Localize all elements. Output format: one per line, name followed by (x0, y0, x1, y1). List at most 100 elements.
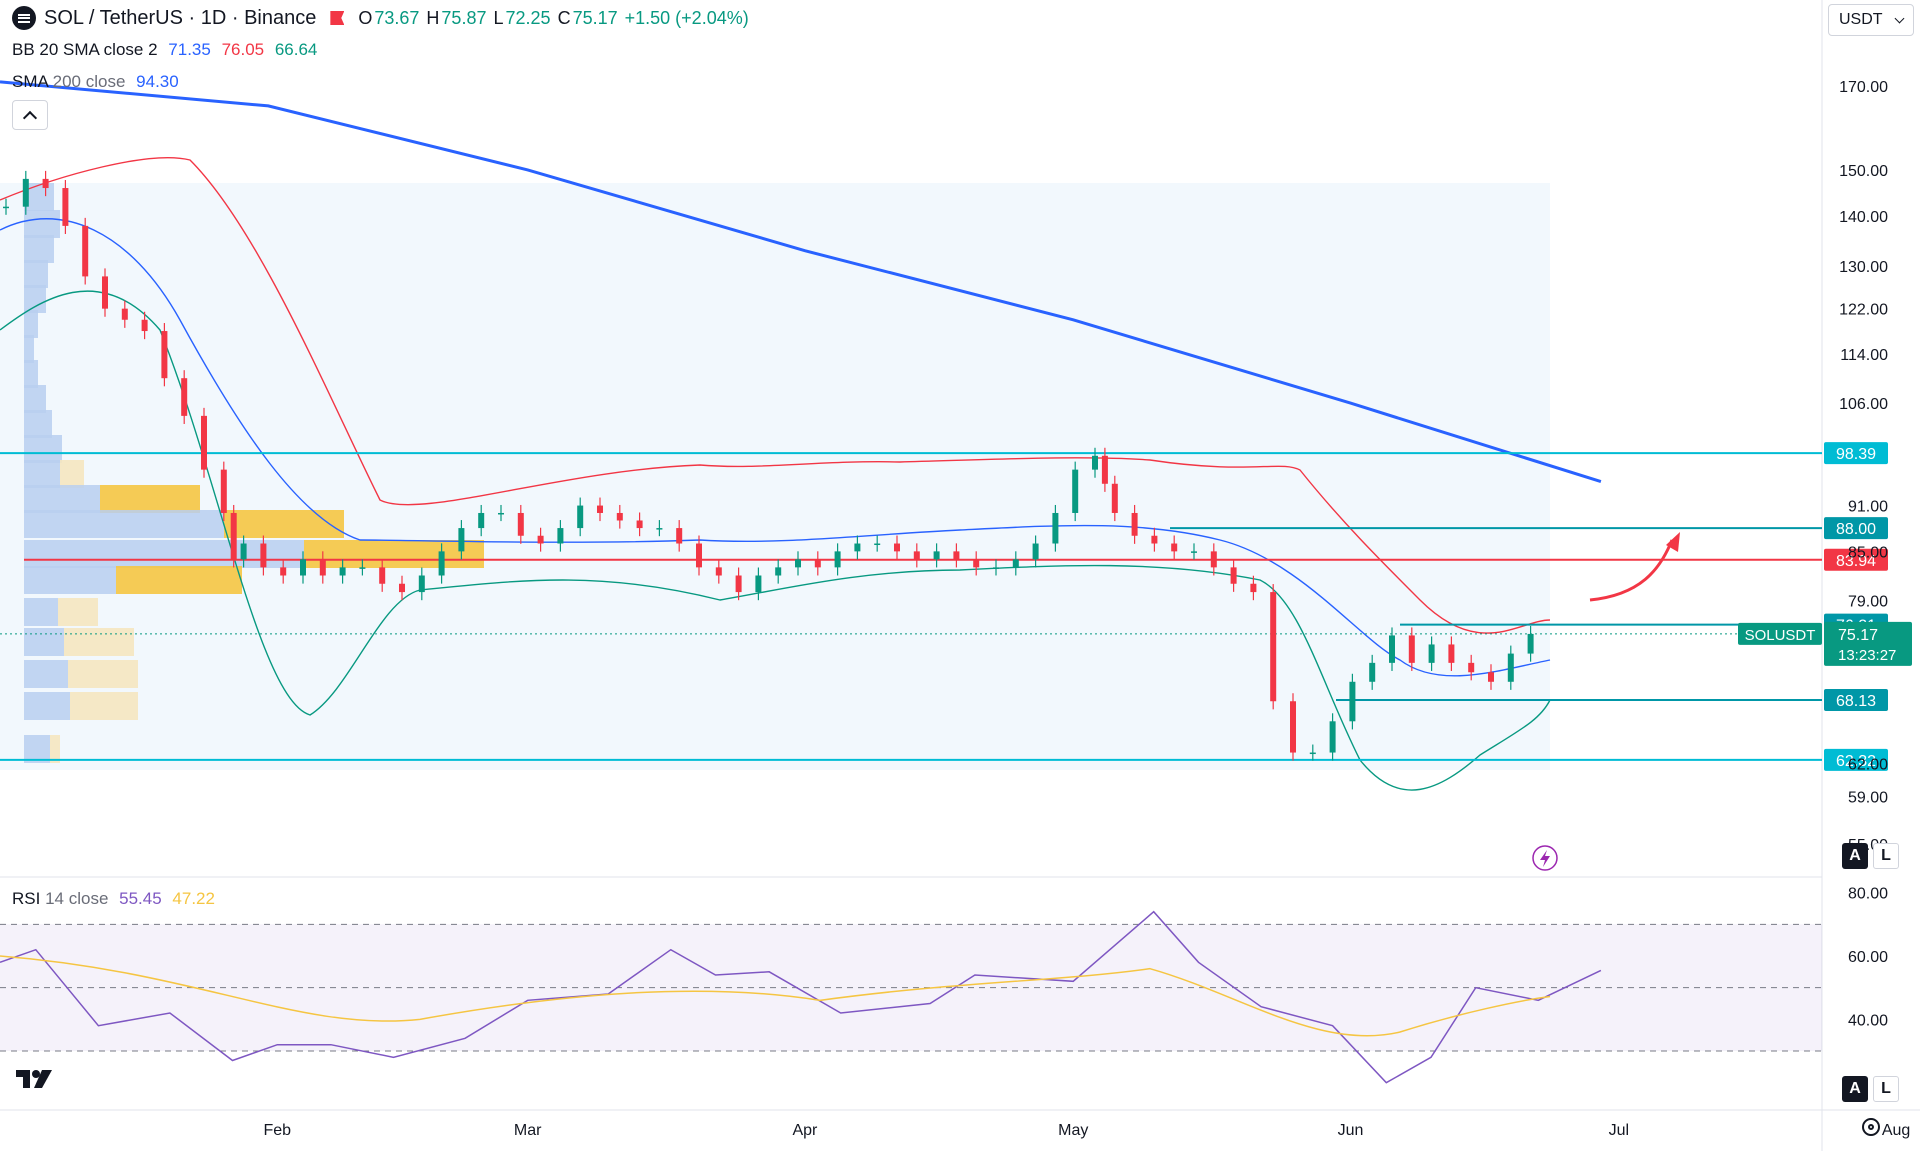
candle-body (141, 319, 148, 332)
candle-body (121, 308, 128, 320)
candle-body (1349, 681, 1356, 722)
price-tick-label: 150.00 (1839, 163, 1888, 180)
candle-body (775, 567, 782, 576)
currency-select[interactable]: USDT (1828, 4, 1914, 36)
price-tick-label: 85.00 (1848, 544, 1888, 561)
volume-profile-bar (24, 735, 50, 763)
candle-body (1428, 644, 1435, 663)
rsi-pane (0, 910, 1822, 1084)
bb-legend[interactable]: BB 20 SMA close 2 71.35 76.05 66.64 (12, 40, 318, 59)
candle-body (379, 567, 386, 584)
auto-scale-button[interactable]: A (1842, 843, 1868, 869)
candle-body (498, 512, 504, 515)
candle-body (795, 559, 801, 568)
volume-profile-bar (24, 410, 52, 438)
projection-arrowhead (1666, 532, 1680, 552)
candle-body (1488, 672, 1494, 682)
volume-profile-bar (60, 460, 84, 488)
volume-profile-bar (24, 435, 62, 463)
candle-body (854, 543, 861, 552)
candle-body (656, 528, 663, 530)
candle-body (557, 528, 564, 544)
sma-200-line (0, 80, 1602, 484)
candle-body (1309, 752, 1316, 755)
candle-body (1468, 662, 1475, 673)
candle-body (1072, 469, 1079, 513)
rsi-legend[interactable]: RSI 14 close 55.45 47.22 (12, 889, 215, 908)
time-label: May (1058, 1122, 1088, 1139)
flag-icon[interactable] (330, 11, 345, 25)
volume-profile-bar (224, 510, 344, 538)
last-price-countdown: 13:23:27 (1838, 647, 1896, 664)
volume-profile-bar (50, 735, 60, 763)
volume-profile-bar (24, 692, 70, 720)
projection-arrow (1589, 539, 1674, 602)
volume-profile-bar (24, 210, 60, 238)
candle-body (1131, 512, 1138, 536)
candle-body (814, 559, 821, 568)
candle-body (42, 178, 49, 189)
rsi-tick-label: 60.00 (1848, 949, 1888, 966)
candle-body (230, 512, 237, 560)
candle-body (280, 567, 287, 576)
level-badge-83-94 (1824, 548, 1888, 571)
volume-profile-bar (24, 510, 224, 538)
candle-body (1210, 551, 1217, 568)
lightning-icon (1532, 845, 1558, 871)
volume-profile-bar (24, 485, 100, 513)
candle-body (62, 188, 69, 226)
volume-profile-bar (24, 235, 54, 263)
range-box (0, 183, 1550, 770)
candle-body (1101, 455, 1108, 484)
volume-profile-bar (64, 628, 134, 656)
level-label: 88.00 (1836, 521, 1876, 538)
candle-body (1290, 701, 1296, 753)
candle-body (616, 512, 623, 521)
candle-body (715, 567, 722, 576)
candle-body (1270, 592, 1277, 702)
candle-body (201, 415, 207, 470)
candle-body (913, 551, 920, 560)
candle-body (1329, 721, 1336, 753)
time-label: Apr (792, 1122, 818, 1139)
rsi-ma-line (0, 955, 1551, 1037)
candle-body (1448, 644, 1455, 663)
volume-profile (24, 183, 484, 763)
level-label: 68.13 (1836, 693, 1876, 710)
candle-body (696, 543, 702, 568)
rsi-band (0, 924, 1822, 1051)
tradingview-logo-icon[interactable] (16, 1068, 58, 1090)
candle-body (339, 567, 346, 576)
sma-legend[interactable]: SMA 200 close 94.30 (12, 72, 179, 91)
volume-profile-bar (304, 540, 484, 568)
symbol-title[interactable]: SOL / TetherUS · 1D · Binance (44, 6, 317, 29)
log-scale-button[interactable]: L (1873, 843, 1899, 869)
volume-profile-bar (24, 628, 64, 656)
volume-profile-bar (24, 566, 116, 594)
candle-body (1151, 535, 1158, 544)
rsi-log-scale-button[interactable]: L (1873, 1076, 1899, 1102)
candle-body (1111, 483, 1118, 513)
volume-profile-bar (24, 285, 46, 313)
price-tick-label: 106.00 (1839, 396, 1888, 413)
volume-profile-bar (24, 385, 46, 413)
solana-icon (12, 6, 36, 30)
candle-body (220, 469, 227, 513)
rsi-auto-scale-button[interactable]: A (1842, 1076, 1868, 1102)
candle-body (319, 559, 326, 576)
candle-body (181, 378, 188, 416)
candle-body (1032, 543, 1039, 560)
time-label: Aug (1882, 1122, 1910, 1139)
candle-body (1250, 583, 1257, 593)
gear-icon[interactable] (1862, 1118, 1880, 1136)
collapse-legend-button[interactable] (12, 100, 48, 130)
last-price-symbol-badge (1738, 622, 1822, 645)
ohlc-values: O 73.67 H 75.87 L 72.25 C 75.17 +1.50 (+2.04… (358, 7, 749, 28)
candle-body (82, 225, 89, 277)
candle-body (735, 575, 742, 593)
level-label: 83.94 (1836, 553, 1876, 570)
candle-body (1191, 551, 1197, 553)
candle-body (458, 528, 465, 552)
time-label: Feb (263, 1122, 291, 1139)
